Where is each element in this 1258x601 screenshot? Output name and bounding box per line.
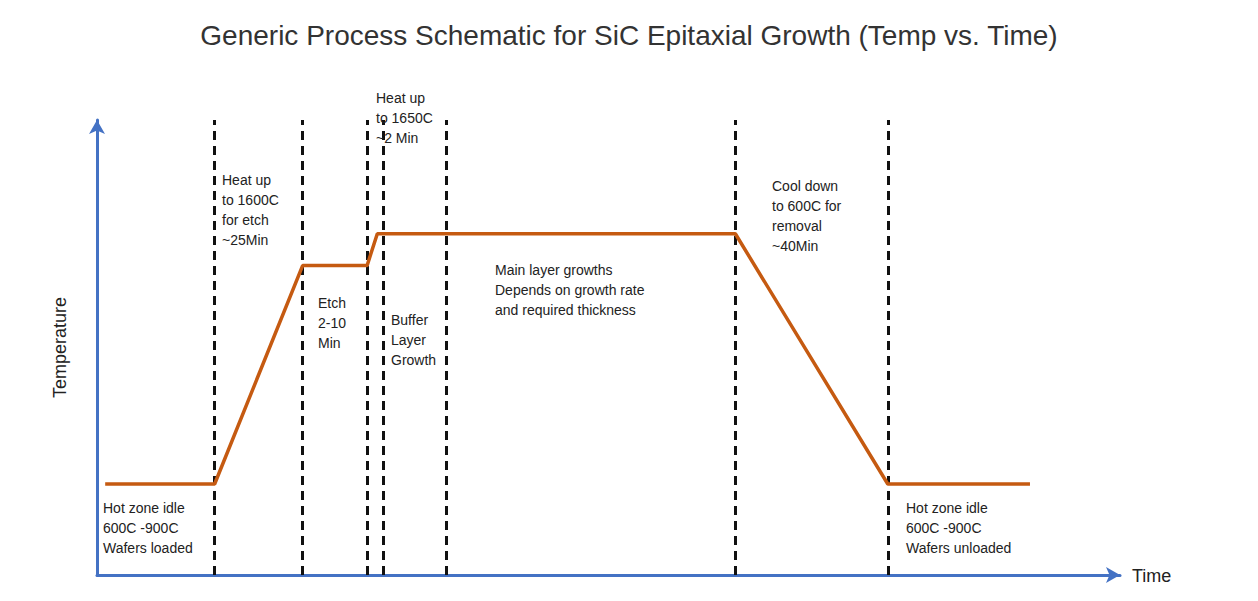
svg-text:Main layer growths: Main layer growths: [495, 262, 613, 278]
svg-text:removal: removal: [772, 218, 822, 234]
svg-text:Min: Min: [318, 335, 341, 351]
svg-text:Time: Time: [1132, 566, 1171, 586]
svg-text:Temperature: Temperature: [50, 297, 70, 398]
svg-text:Hot zone idle: Hot zone idle: [906, 500, 988, 516]
svg-text:600C -900C: 600C -900C: [906, 520, 982, 536]
svg-text:to 1600C: to 1600C: [222, 192, 279, 208]
svg-text:Heat up: Heat up: [222, 172, 271, 188]
svg-text:Hot zone idle: Hot zone idle: [103, 500, 185, 516]
svg-text:~40Min: ~40Min: [772, 238, 818, 254]
svg-text:Generic Process Schematic for: Generic Process Schematic for SiC Epitax…: [200, 20, 1057, 51]
svg-text:Layer: Layer: [391, 332, 426, 348]
svg-text:Cool down: Cool down: [772, 178, 838, 194]
svg-text:~2 Min: ~2 Min: [376, 130, 418, 146]
svg-text:Buffer: Buffer: [391, 312, 428, 328]
svg-text:for etch: for etch: [222, 212, 269, 228]
svg-text:Wafers unloaded: Wafers unloaded: [906, 540, 1011, 556]
svg-text:2-10: 2-10: [318, 315, 346, 331]
svg-text:Growth: Growth: [391, 352, 436, 368]
svg-text:600C -900C: 600C -900C: [103, 520, 179, 536]
svg-text:to 1650C: to 1650C: [376, 110, 433, 126]
svg-text:to 600C for: to 600C for: [772, 198, 842, 214]
svg-text:and required thickness: and required thickness: [495, 302, 636, 318]
svg-text:Depends on growth rate: Depends on growth rate: [495, 282, 645, 298]
svg-text:Etch: Etch: [318, 295, 346, 311]
svg-text:~25Min: ~25Min: [222, 232, 268, 248]
svg-text:Wafers loaded: Wafers loaded: [103, 540, 193, 556]
svg-text:Heat up: Heat up: [376, 90, 425, 106]
